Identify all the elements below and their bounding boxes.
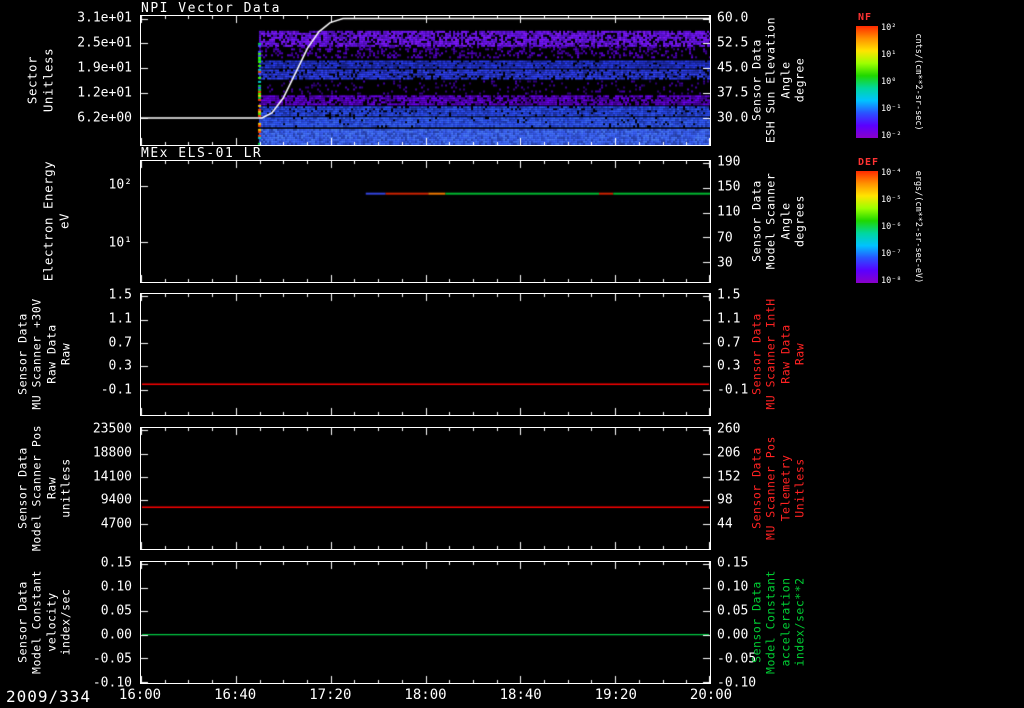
panel2-canvas: [141, 161, 710, 282]
panel4-line-plot: [140, 427, 711, 550]
tick-label: 0.7: [109, 336, 132, 349]
panel5-right-axis-label: Sensor Data Model Constant acceleration …: [749, 570, 807, 674]
tick-label: 1.5: [109, 289, 132, 302]
tick-label: 10⁰: [881, 78, 896, 87]
tick-label: 0.3: [717, 360, 740, 373]
tick-label: 10⁻²: [881, 132, 901, 141]
tick-label: 30.0: [717, 112, 748, 125]
panel5-line-plot: [140, 561, 711, 684]
tick-label: 23500: [93, 423, 132, 436]
tick-label: 70: [717, 231, 733, 244]
x-axis-tick-labels: 16:00 16:40 17:20 18:00 18:40 19:20 20:00: [140, 688, 711, 704]
figure-root: NPI Vector Data MEx ELS-01 LR 3.1e+01 2.5…: [0, 0, 1024, 708]
tick-label: 10⁻⁵: [881, 196, 901, 205]
tick-label: 0.05: [101, 604, 132, 617]
colorbar-def-units: ergs/(cm**2-sr-sec-eV): [913, 171, 923, 284]
colorbar-nf-units: cnts/(cm**2-sr-sec): [913, 33, 923, 130]
tick-label: 0.10: [717, 580, 748, 593]
tick-label: -0.05: [93, 652, 132, 665]
colorbar-def-title: DEF: [858, 157, 879, 168]
tick-label: 10²: [109, 179, 132, 192]
tick-label: 0.00: [717, 628, 748, 641]
tick-label: 10⁻⁸: [881, 277, 901, 286]
colorbar-nf-title: NF: [858, 12, 872, 23]
tick-label: 0.15: [101, 556, 132, 569]
x-tick-label: 17:20: [309, 688, 351, 702]
x-tick-label: 18:00: [404, 688, 446, 702]
panel5-left-axis-label: Sensor Data Model Constant velocity inde…: [15, 570, 73, 674]
x-tick-label: 16:40: [214, 688, 256, 702]
tick-label: 98: [717, 494, 733, 507]
tick-label: 6.2e+00: [77, 112, 132, 125]
tick-label: 150: [717, 181, 740, 194]
panel2-spectrogram-plot: [140, 160, 711, 283]
panel5-canvas: [141, 562, 710, 683]
tick-label: 152: [717, 470, 740, 483]
tick-label: 0.10: [101, 580, 132, 593]
tick-label: 60.0: [717, 11, 748, 24]
tick-label: 45.0: [717, 62, 748, 75]
tick-label: 1.1: [109, 313, 132, 326]
colorbar-def-gradient: [856, 171, 878, 283]
tick-label: 260: [717, 423, 740, 436]
tick-label: 52.5: [717, 36, 748, 49]
tick-label: 0.00: [101, 628, 132, 641]
panel4-left-axis-label: Sensor Data Model Scanner Pos Raw unitle…: [15, 425, 73, 551]
x-tick-label: 18:40: [500, 688, 542, 702]
tick-label: 10⁻⁴: [881, 169, 901, 178]
tick-label: 18800: [93, 447, 132, 460]
tick-label: 1.5: [717, 289, 740, 302]
tick-label: -0.1: [717, 384, 748, 397]
colorbar-nf-gradient: [856, 26, 878, 138]
tick-label: 10⁻⁶: [881, 223, 901, 232]
panel1-right-axis-label: Sensor Data ESH Sun Elevation Angle degr…: [749, 17, 807, 143]
panel1-canvas: [141, 16, 710, 145]
x-axis-date-label: 2009/334: [6, 687, 91, 706]
x-tick-label: 16:00: [119, 688, 161, 702]
tick-label: 110: [717, 206, 740, 219]
tick-label: 10¹: [881, 51, 896, 60]
tick-label: 4700: [101, 518, 132, 531]
panel4-right-axis-label: Sensor Data MU Scanner Pos Telemetry Uni…: [749, 436, 807, 540]
tick-label: 1.1: [717, 313, 740, 326]
panel1-left-axis-label: Sector Unitless: [24, 48, 55, 112]
tick-label: 14100: [93, 470, 132, 483]
tick-label: 206: [717, 447, 740, 460]
tick-label: 0.3: [109, 360, 132, 373]
panel3-right-axis-label: Sensor Data MU Scanner IntH Raw Data Raw: [749, 298, 807, 409]
tick-label: 10⁻¹: [881, 105, 901, 114]
x-tick-label: 20:00: [690, 688, 732, 702]
tick-label: 30: [717, 256, 733, 269]
tick-label: 0.05: [717, 604, 748, 617]
tick-label: 2.5e+01: [77, 36, 132, 49]
tick-label: 44: [717, 518, 733, 531]
tick-label: 190: [717, 155, 740, 168]
panel2-right-axis-label: Sensor Data Model Scanner Angle degrees: [749, 173, 807, 270]
panel1-spectrogram-plot: [140, 15, 711, 146]
panel2-left-axis-label: Electron Energy eV: [40, 161, 71, 281]
panel4-canvas: [141, 428, 710, 549]
tick-label: 0.15: [717, 556, 748, 569]
panel2-title: MEx ELS-01 LR: [141, 146, 262, 161]
tick-label: 9400: [101, 494, 132, 507]
x-tick-label: 19:20: [595, 688, 637, 702]
panel1-title: NPI Vector Data: [141, 1, 281, 16]
panel1-left-tick-labels: 3.1e+01 2.5e+01 1.9e+01 1.2e+01 6.2e+00: [0, 15, 136, 146]
tick-label: 0.7: [717, 336, 740, 349]
panel3-line-plot: [140, 293, 711, 416]
tick-label: -0.1: [101, 384, 132, 397]
panel3-canvas: [141, 294, 710, 415]
tick-label: 1.2e+01: [77, 87, 132, 100]
tick-label: 10¹: [109, 236, 132, 249]
tick-label: 3.1e+01: [77, 11, 132, 24]
panel3-left-axis-label: Sensor Data MU Scanner +30V Raw Data Raw: [15, 298, 73, 409]
tick-label: 37.5: [717, 87, 748, 100]
tick-label: 10⁻⁷: [881, 250, 901, 259]
tick-label: 10²: [881, 24, 896, 33]
tick-label: 1.9e+01: [77, 62, 132, 75]
